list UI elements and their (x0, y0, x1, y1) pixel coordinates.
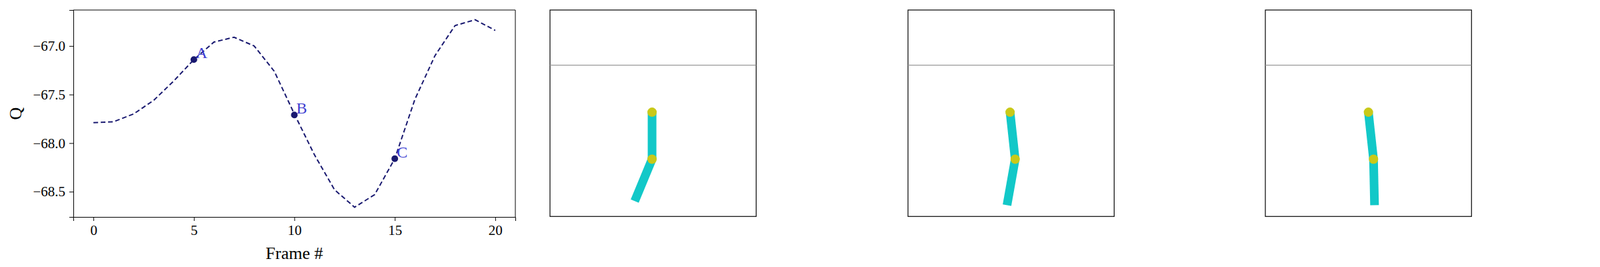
x-tick: 10 (288, 216, 302, 238)
arm-panel (1265, 10, 1472, 216)
frame-right (515, 10, 516, 217)
x-tick: 15 (388, 216, 402, 238)
x-axis: 0 5 10 15 20 (74, 216, 516, 238)
y-tick-mark (69, 94, 74, 96)
x-tick-mark (495, 216, 496, 221)
x-tick-label: 15 (388, 222, 402, 238)
arm-joint (1368, 154, 1378, 164)
arm-panel (550, 10, 756, 216)
arm-joint (1010, 154, 1020, 164)
annotation-label: B (296, 99, 308, 117)
panel-frame (1265, 10, 1472, 216)
arm-joint (647, 107, 657, 117)
arm-link (634, 159, 652, 202)
y-tick-label: −67.0 (32, 38, 66, 54)
y-axis-line (69, 10, 74, 218)
panel-frame (550, 10, 756, 216)
x-tick-mark (294, 216, 296, 221)
y-tick-mark (69, 191, 74, 192)
arm-link (1007, 159, 1016, 206)
y-tick: −67.5 (32, 86, 74, 103)
ground-line (550, 64, 756, 66)
y-tick: −68.5 (32, 183, 74, 200)
x-tick-mark (194, 216, 195, 221)
y-axis: −68.5 −68.0 −67.5 −67.0 (32, 10, 74, 218)
frame-top (73, 10, 516, 11)
y-tick: −67.0 (32, 38, 74, 54)
arm-joint (1005, 107, 1015, 117)
x-tick: 0 (90, 216, 98, 238)
y-tick-label: −68.0 (32, 135, 66, 152)
y-tick-label: −67.5 (32, 86, 66, 103)
x-tick: 20 (488, 216, 503, 238)
x-tick: 5 (190, 216, 198, 238)
x-tick-mark (394, 216, 396, 221)
x-tick-mark (93, 216, 94, 221)
ground-line (908, 64, 1114, 66)
y-tick: −68.0 (32, 135, 74, 152)
arm-link (1010, 112, 1016, 159)
arm-joint (1364, 107, 1374, 117)
figure: 0 5 10 15 20 −68.5 −68.0 −67.5 −67.0 Frame # Q A B C (0, 0, 1600, 267)
arm-joint (647, 154, 657, 164)
x-tick-label: 5 (190, 222, 198, 238)
arm-panel (908, 10, 1114, 216)
annotation-label: C (396, 143, 408, 161)
ground-line (1265, 64, 1472, 66)
x-axis-line (74, 217, 516, 222)
arm-link (1368, 112, 1374, 159)
y-tick-label: −68.5 (32, 183, 66, 200)
y-tick-mark (69, 46, 74, 47)
arm-link (1373, 159, 1375, 206)
y-axis-title: Q (6, 106, 26, 120)
panel-frame (908, 10, 1114, 216)
x-tick-label: 0 (90, 222, 98, 238)
arm-link (648, 112, 657, 159)
x-axis-title: Frame # (266, 243, 324, 263)
q-line (93, 20, 496, 208)
annotation-label: A (196, 44, 208, 62)
y-tick-mark (69, 142, 74, 144)
x-tick-label: 20 (488, 222, 503, 238)
x-tick-label: 10 (288, 222, 302, 238)
plot-area (93, 20, 496, 208)
